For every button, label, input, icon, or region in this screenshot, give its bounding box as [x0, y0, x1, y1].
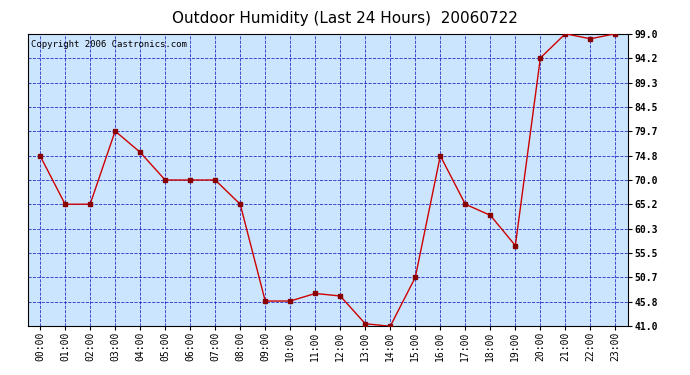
Text: Copyright 2006 Castronics.com: Copyright 2006 Castronics.com [30, 40, 186, 49]
Text: Outdoor Humidity (Last 24 Hours)  20060722: Outdoor Humidity (Last 24 Hours) 2006072… [172, 11, 518, 26]
